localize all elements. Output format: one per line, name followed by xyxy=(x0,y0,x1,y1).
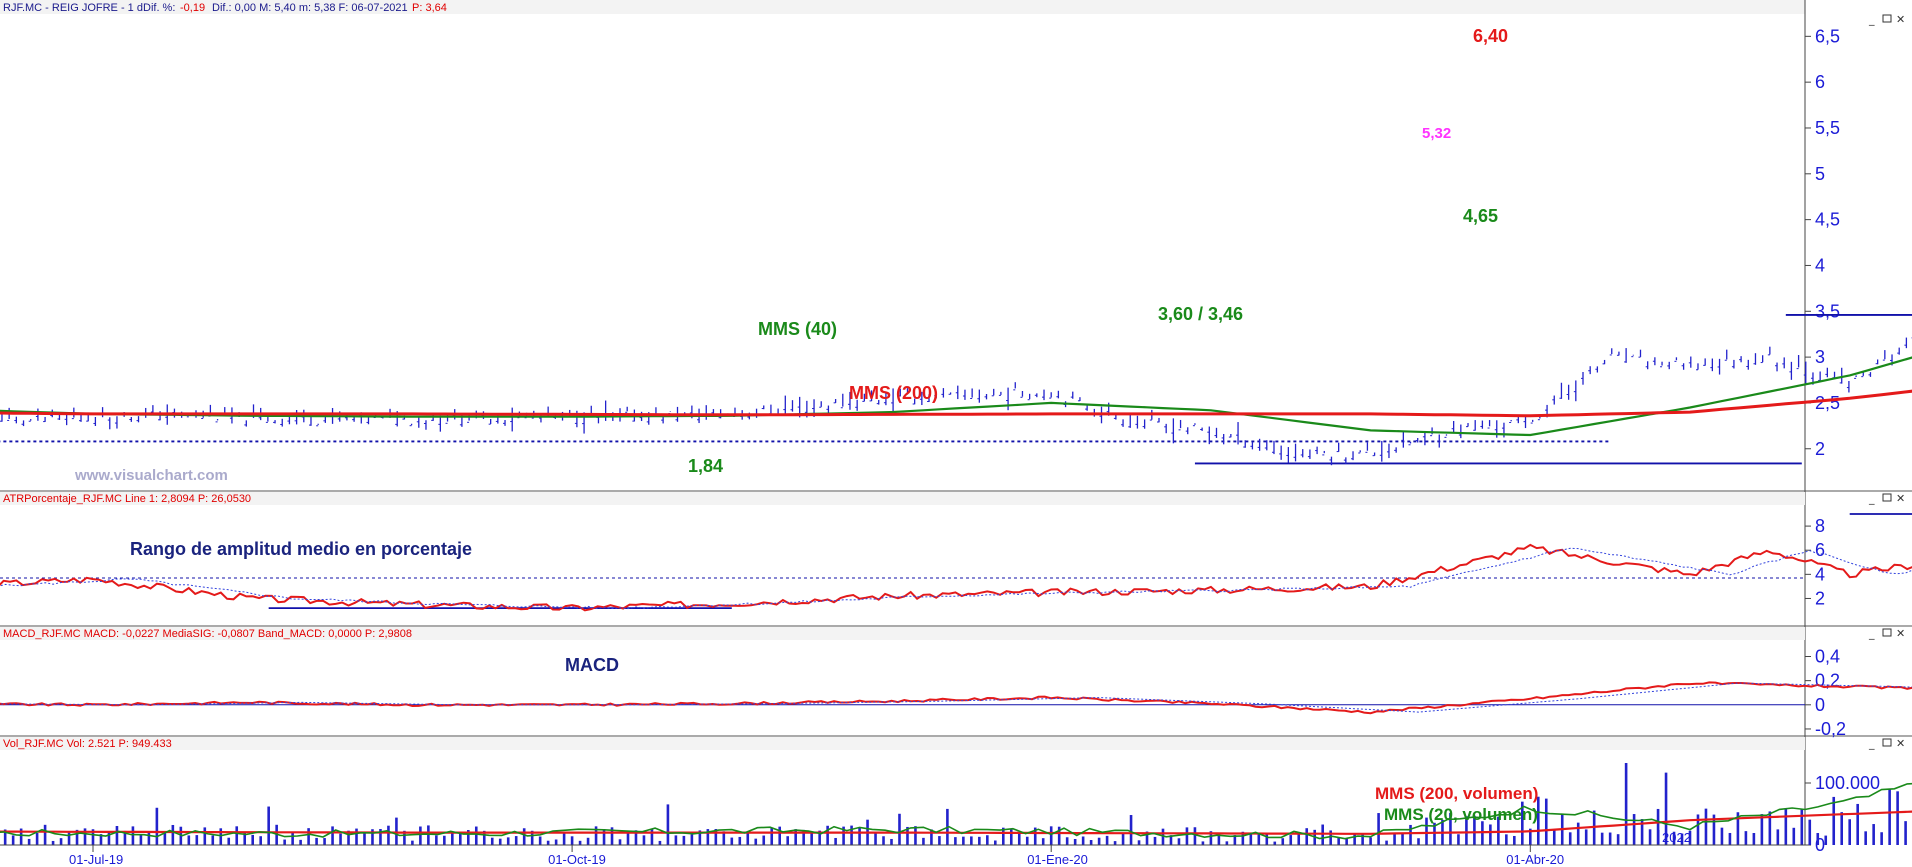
x-axis-tick-label: 01-Oct-19 xyxy=(548,852,606,867)
price-y-tick-label: 2 xyxy=(1815,439,1825,459)
support-resistance-lines xyxy=(0,314,1912,706)
maximize-icon[interactable] xyxy=(1882,493,1892,502)
atr-panel-title: Rango de amplitud medio en porcentaje xyxy=(130,539,472,559)
watermark: www.visualchart.com xyxy=(74,467,228,484)
y-axis-labels: 6,565,554,543,532,5286420,40,20-0,2100.0… xyxy=(1805,26,1880,855)
close-icon[interactable]: ✕ xyxy=(1896,492,1905,505)
close-icon[interactable]: ✕ xyxy=(1896,13,1905,26)
volume-legend-mms200: MMS (200, volumen) xyxy=(1375,784,1538,803)
price-y-tick-label: 4,5 xyxy=(1815,210,1840,230)
volume-header: Vol_RJF.MC Vol: 2.521 P: 949.433 xyxy=(3,738,172,750)
volume-y-tick-label: 0 xyxy=(1815,835,1825,855)
price-header-symbol: RJF.MC - REIG JOFRE - 1 d xyxy=(3,2,143,14)
price-header-diff-value: -0,19 xyxy=(180,2,205,14)
price-y-tick-label: 5,5 xyxy=(1815,118,1840,138)
minimize-icon[interactable]: _ xyxy=(1868,737,1875,750)
mms200-line xyxy=(0,389,1912,418)
macd-y-tick-label: 0 xyxy=(1815,695,1825,715)
atr-header-strip xyxy=(0,492,1805,505)
price-y-tick-label: 3,5 xyxy=(1815,301,1840,321)
support-label-465: 4,65 xyxy=(1463,206,1498,226)
atr-header: ATRPorcentaje_RJF.MC Line 1: 2,8094 P: 2… xyxy=(3,493,251,505)
macd-line xyxy=(0,681,1912,715)
price-y-tick-label: 6,5 xyxy=(1815,26,1840,46)
resistance-label-532: 5,32 xyxy=(1422,125,1451,142)
volume-y-tick-label: 100.000 xyxy=(1815,773,1880,793)
price-header-diff-label: Dif. %: xyxy=(143,2,175,14)
minimize-icon[interactable]: _ xyxy=(1868,13,1875,26)
macd-y-tick-label: 0,4 xyxy=(1815,646,1840,666)
support-label-360-346: 3,60 / 3,46 xyxy=(1158,304,1243,324)
atr-pane-controls[interactable]: _ ✕ xyxy=(1868,492,1905,505)
atr-y-tick-label: 8 xyxy=(1815,516,1825,536)
minimize-icon[interactable]: _ xyxy=(1868,492,1875,505)
price-header-p-value: P: 3,64 xyxy=(412,2,447,14)
resistance-label-640: 6,40 xyxy=(1473,26,1508,46)
macd-header: MACD_RJF.MC MACD: -0,0227 MediaSIG: -0,0… xyxy=(3,628,412,640)
minimize-icon[interactable]: _ xyxy=(1868,627,1875,640)
mms40-line xyxy=(0,356,1912,437)
price-y-tick-label: 2,5 xyxy=(1815,393,1840,413)
price-y-tick-label: 3 xyxy=(1815,347,1825,367)
x-axis-tick-label: 01-Ene-20 xyxy=(1027,852,1088,867)
atr-y-tick-label: 4 xyxy=(1815,564,1825,584)
price-header-stats: Dif.: 0,00 M: 5,40 m: 5,38 F: 06-07-2021 xyxy=(212,2,408,14)
indicator-lines xyxy=(0,356,1912,840)
macd-header-strip xyxy=(0,627,1805,640)
close-icon[interactable]: ✕ xyxy=(1896,737,1905,750)
volume-mms200-line xyxy=(0,810,1912,835)
price-y-tick-label: 5 xyxy=(1815,164,1825,184)
mms200-label: MMS (200) xyxy=(849,383,938,403)
atr-y-tick-label: 6 xyxy=(1815,540,1825,560)
price-header-strip xyxy=(0,0,1805,14)
volume-header-strip xyxy=(0,737,1805,750)
volume-pane-controls[interactable]: _ ✕ xyxy=(1868,737,1905,750)
x-axis-tick-label: 01-Abr-20 xyxy=(1506,852,1564,867)
macd-y-tick-label: -0,2 xyxy=(1815,719,1846,739)
maximize-icon[interactable] xyxy=(1882,738,1892,747)
x-axis-extra-label-2022: 2022 xyxy=(1662,830,1691,845)
maximize-icon[interactable] xyxy=(1882,14,1892,23)
price-pane-controls[interactable]: _ ✕ xyxy=(1868,13,1905,26)
volume-legend-mms20: MMS (20, volumen) xyxy=(1384,805,1538,824)
atr-line xyxy=(0,543,1912,612)
volume-mms20-line xyxy=(0,782,1912,840)
price-y-tick-label: 4 xyxy=(1815,255,1825,275)
support-label-184: 1,84 xyxy=(688,456,723,476)
close-icon[interactable]: ✕ xyxy=(1896,627,1905,640)
price-y-tick-label: 6 xyxy=(1815,72,1825,92)
mms40-label: MMS (40) xyxy=(758,319,837,339)
maximize-icon[interactable] xyxy=(1882,628,1892,637)
atr-signal-line xyxy=(0,547,1912,610)
x-axis-labels: 01-Jul-1901-Oct-1901-Ene-2001-Abr-2001-J… xyxy=(0,830,1805,867)
x-axis-tick-label: 01-Jul-19 xyxy=(69,852,123,867)
atr-y-tick-label: 2 xyxy=(1815,588,1825,608)
macd-panel-title: MACD xyxy=(565,655,619,675)
macd-pane-controls[interactable]: _ ✕ xyxy=(1868,627,1905,640)
